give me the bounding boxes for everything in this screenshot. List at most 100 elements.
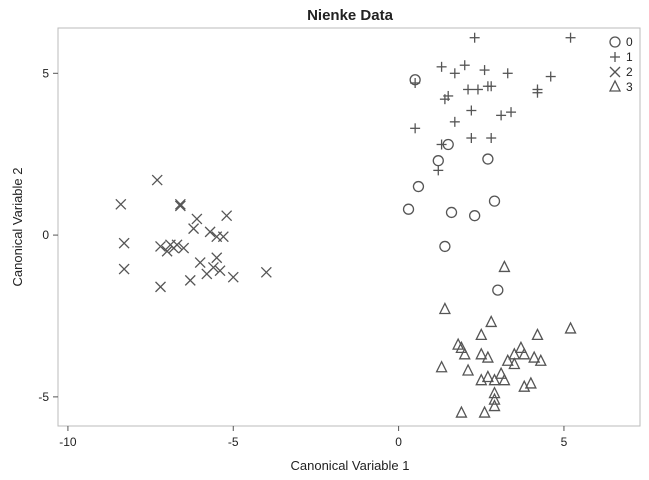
point-series-3: [455, 340, 468, 353]
point-series-0: [432, 155, 444, 167]
point-series-1: [479, 65, 490, 76]
x-tick-label: -10: [59, 435, 77, 449]
point-series-2: [161, 245, 173, 257]
x-axis: -10 -5 0 5: [59, 426, 568, 449]
point-series-2: [168, 242, 180, 254]
y-tick-label: -5: [38, 390, 49, 404]
point-series-3: [518, 379, 531, 392]
chart-title: Nienke Data: [307, 7, 394, 24]
point-series-3: [461, 363, 475, 376]
point-series-2: [194, 257, 206, 269]
point-series-2: [188, 223, 200, 235]
point-series-1: [565, 32, 576, 43]
point-series-3: [478, 405, 491, 418]
point-series-1: [443, 90, 454, 101]
point-series-2: [151, 174, 163, 186]
point-series-1: [472, 84, 483, 95]
point-series-1: [545, 71, 556, 82]
y-axis-label: Canonical Variable 2: [10, 168, 25, 287]
point-series-1: [410, 78, 421, 89]
point-series-3: [488, 373, 501, 386]
point-series-2: [201, 268, 213, 280]
point-series-3: [531, 327, 544, 341]
legend-label-1: 1: [626, 50, 633, 64]
point-series-3: [501, 353, 514, 366]
point-series-2: [191, 213, 203, 225]
point-series-1: [466, 133, 477, 144]
point-series-2: [115, 198, 127, 210]
y-tick-label: 0: [42, 228, 49, 242]
point-series-3: [475, 327, 488, 341]
point-series-3: [475, 373, 488, 386]
point-series-2: [184, 274, 196, 286]
point-series-2: [155, 281, 166, 293]
legend-label-2: 2: [626, 65, 633, 79]
point-series-2: [221, 210, 233, 222]
y-tick-label: 5: [42, 66, 49, 80]
point-series-2: [118, 263, 130, 275]
point-series-3: [518, 347, 531, 360]
legend-marker-2: [609, 66, 621, 78]
legend-marker-0: [609, 36, 621, 48]
point-series-1: [486, 81, 497, 92]
point-series-3: [481, 370, 494, 383]
point-series-1: [466, 105, 477, 116]
point-series-3: [488, 386, 501, 399]
point-series-1: [436, 61, 447, 72]
point-series-0: [482, 153, 494, 165]
point-series-1: [449, 68, 460, 79]
point-series-1: [436, 139, 447, 150]
point-series-0: [469, 210, 481, 222]
point-series-0: [492, 284, 504, 296]
point-series-3: [528, 350, 541, 363]
point-series-2: [211, 252, 223, 264]
point-series-0: [439, 240, 451, 253]
point-series-2: [214, 265, 226, 277]
point-series-2: [174, 200, 186, 212]
point-series-2: [227, 271, 239, 283]
point-series-2: [204, 226, 216, 238]
point-series-3: [498, 373, 511, 386]
point-series-1: [410, 123, 421, 134]
point-series-3: [508, 357, 521, 370]
point-series-2: [217, 231, 229, 243]
point-series-1: [502, 68, 513, 79]
point-series-0: [402, 203, 415, 215]
legend-label-0: 0: [626, 35, 633, 49]
point-series-3: [458, 347, 471, 360]
legend-marker-1: [610, 52, 620, 62]
y-axis: -5 0 5: [38, 66, 58, 404]
point-series-3: [435, 360, 448, 373]
point-series-1: [449, 116, 460, 127]
point-series-3: [438, 302, 451, 315]
point-series-3: [475, 347, 488, 360]
point-series-1: [459, 60, 470, 71]
point-series-1: [463, 84, 474, 95]
point-series-3: [488, 399, 501, 412]
point-series-3: [485, 315, 498, 328]
point-series-3: [524, 376, 537, 389]
point-series-0: [412, 180, 425, 193]
data-markers: [115, 32, 577, 418]
point-series-2: [178, 242, 190, 254]
point-series-3: [514, 340, 528, 353]
legend-marker-3: [608, 79, 622, 92]
point-series-1: [486, 133, 497, 144]
point-series-3: [498, 259, 511, 273]
point-series-3: [455, 405, 468, 418]
point-series-0: [488, 195, 501, 207]
point-series-2: [174, 198, 186, 210]
x-tick-label: -5: [228, 435, 239, 449]
point-series-2: [118, 237, 130, 249]
point-series-1: [496, 110, 507, 121]
x-axis-label: Canonical Variable 1: [291, 458, 410, 473]
point-series-0: [445, 206, 458, 219]
point-series-3: [481, 350, 494, 363]
point-series-1: [433, 165, 444, 176]
point-series-2: [155, 240, 166, 252]
point-series-3: [495, 366, 508, 379]
point-series-2: [260, 266, 272, 278]
point-series-3: [564, 321, 577, 334]
legend-label-3: 3: [626, 80, 633, 94]
